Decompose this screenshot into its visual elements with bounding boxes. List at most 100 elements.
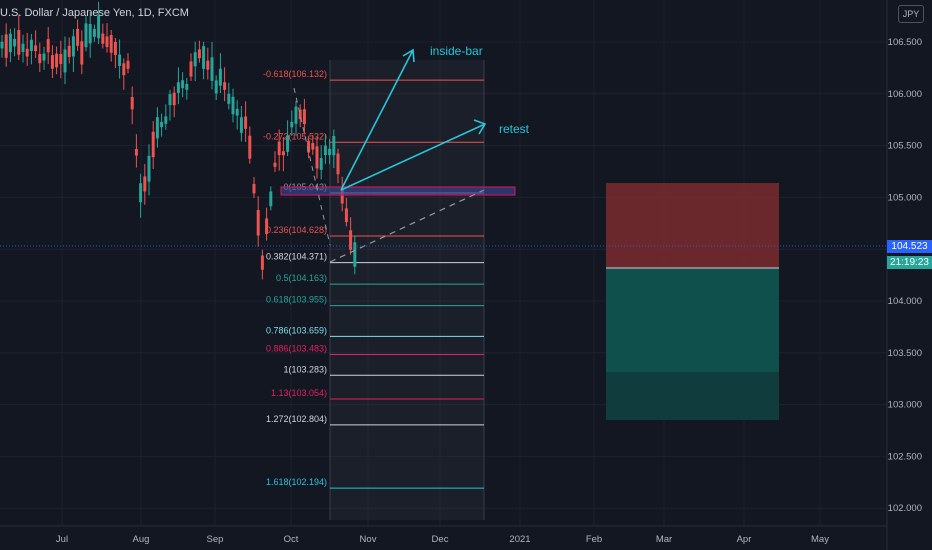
- candle-body: [185, 83, 189, 90]
- price-tick-label: 102.500: [888, 451, 922, 462]
- candle-body: [269, 191, 273, 207]
- candle-body: [307, 140, 311, 153]
- time-tick-label: Apr: [737, 534, 752, 545]
- candle-body: [353, 242, 357, 267]
- candle-body: [231, 96, 235, 115]
- candle-body: [13, 38, 17, 47]
- fib-level-label: 1(103.283): [283, 364, 327, 374]
- inside-bar-label: inside-bar: [430, 44, 483, 58]
- current-price-tag: 104.523: [887, 240, 932, 253]
- retest-arrow[interactable]: [340, 119, 487, 191]
- candle-body: [256, 209, 260, 236]
- drawings[interactable]: [280, 48, 516, 263]
- price-candles: [0, 1, 357, 280]
- fib-zone: [329, 60, 485, 520]
- pattern-dashed[interactable]: [293, 87, 331, 246]
- candle-body: [8, 33, 12, 53]
- candle-body: [197, 49, 201, 59]
- candle-body: [176, 82, 180, 93]
- candle-body: [105, 36, 109, 47]
- target-zone-extended[interactable]: [606, 372, 779, 420]
- candle-body: [323, 145, 327, 156]
- fib-level-label: 0.5(104.163): [276, 273, 327, 283]
- candle-body: [277, 141, 281, 156]
- candle-body: [218, 68, 222, 86]
- candle-body: [71, 36, 75, 57]
- candle-body: [340, 189, 344, 204]
- candle-body: [118, 54, 122, 66]
- candle-body: [42, 53, 46, 61]
- candle-body: [38, 53, 42, 64]
- price-tick-label: 102.000: [888, 503, 922, 514]
- candle-body: [294, 106, 298, 124]
- fib-level-label: -0.618(106.132): [263, 69, 327, 79]
- candle-body: [302, 109, 306, 125]
- candle-body: [109, 35, 113, 53]
- candle-body: [101, 33, 105, 44]
- candle-body: [143, 176, 147, 192]
- symbol-title: U.S. Dollar / Japanese Yen, 1D, FXCM: [0, 7, 189, 19]
- candle-body: [55, 53, 59, 68]
- fib-level-label: 0.236(104.628): [266, 225, 327, 235]
- price-tick-label: 103.500: [888, 348, 922, 359]
- candle-body: [193, 52, 197, 67]
- time-tick-label: Dec: [432, 534, 449, 545]
- price-tick-label: 106.000: [888, 89, 922, 100]
- candle-body: [181, 80, 185, 89]
- position-tool[interactable]: [606, 183, 779, 420]
- inside-bar-arrow[interactable]: [340, 48, 415, 191]
- currency-button[interactable]: JPY: [898, 5, 924, 23]
- price-tick-label: 105.000: [888, 192, 922, 203]
- fib-level-label: 1.272(102.804): [266, 414, 327, 424]
- candle-body: [344, 208, 348, 223]
- candle-body: [206, 60, 210, 70]
- candle-body: [286, 135, 290, 152]
- candle-body: [273, 162, 277, 167]
- candle-body: [76, 28, 80, 46]
- candle-body: [336, 153, 340, 175]
- price-tick-label: 106.500: [888, 37, 922, 48]
- price-tick-label: 105.500: [888, 141, 922, 152]
- candle-body: [46, 39, 50, 53]
- candle-body: [244, 116, 248, 129]
- candle-body: [202, 46, 206, 69]
- candle-body: [25, 48, 29, 57]
- candle-body: [21, 43, 25, 52]
- candle-body: [113, 41, 117, 56]
- price-axis[interactable]: 106.500106.000105.500105.000104.500104.0…: [886, 0, 922, 550]
- resistance-box[interactable]: [280, 186, 516, 196]
- candle-body: [189, 61, 193, 77]
- time-tick-label: Aug: [133, 534, 150, 545]
- candle-body: [63, 49, 67, 73]
- candle-body: [88, 24, 92, 44]
- candle-body: [260, 255, 264, 270]
- time-tick-label: Oct: [284, 534, 299, 545]
- time-tick-label: Jul: [56, 534, 68, 545]
- candle-body: [4, 34, 8, 58]
- countdown-tag: 21:19:23: [887, 256, 932, 269]
- candle-body: [92, 29, 96, 37]
- fib-level-label: 0.786(103.659): [266, 325, 327, 335]
- candle-body: [50, 55, 54, 69]
- candle-body: [214, 80, 218, 94]
- candle-body: [281, 151, 285, 156]
- candle-body: [252, 183, 256, 194]
- fib-level-label: 1.618(102.194): [266, 477, 327, 487]
- fibonacci-levels[interactable]: -0.618(106.132)-0.272(105.532)0(105.043)…: [263, 69, 484, 489]
- candle-body: [84, 23, 88, 48]
- candle-body: [227, 93, 231, 104]
- candle-body: [130, 97, 134, 110]
- target-zone[interactable]: [606, 268, 779, 372]
- candle-body: [147, 155, 151, 182]
- time-tick-label: Mar: [656, 534, 672, 545]
- stop-zone[interactable]: [606, 183, 779, 268]
- time-tick-label: 2021: [509, 534, 530, 545]
- fib-level-label: 0.618(103.955): [266, 295, 327, 305]
- candle-body: [210, 57, 214, 81]
- candle-body: [126, 60, 130, 69]
- candle-body: [315, 146, 319, 169]
- candle-body: [139, 183, 143, 203]
- time-axis[interactable]: Jul Aug Sep Oct Nov Dec 2021 Feb Mar Apr May: [0, 525, 887, 545]
- candle-body: [223, 82, 227, 90]
